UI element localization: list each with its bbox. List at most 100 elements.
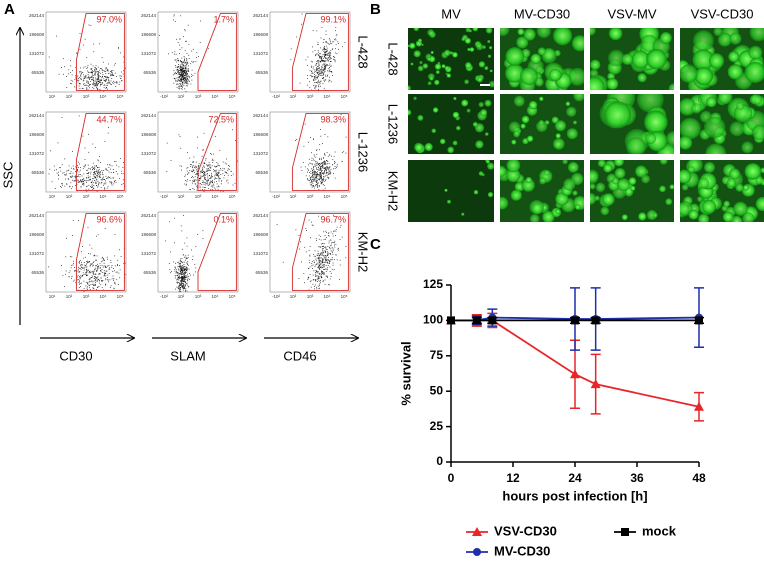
event-dot bbox=[111, 184, 113, 186]
event-dot bbox=[107, 69, 109, 70]
event-dot bbox=[217, 176, 219, 177]
event-dot bbox=[90, 284, 92, 285]
event-dot bbox=[191, 50, 193, 52]
event-dot bbox=[314, 71, 315, 73]
event-dot bbox=[313, 138, 314, 140]
event-dot bbox=[317, 250, 319, 252]
event-dot bbox=[206, 183, 208, 184]
event-dot bbox=[323, 71, 325, 73]
event-dot bbox=[184, 285, 186, 286]
event-dot bbox=[327, 54, 328, 56]
event-dot bbox=[183, 274, 185, 276]
y-tick-label: 131072 bbox=[141, 51, 157, 56]
event-dot bbox=[327, 70, 328, 72]
x-tick-label: 10³ bbox=[83, 194, 90, 199]
event-dot bbox=[329, 51, 330, 53]
event-dot bbox=[324, 47, 325, 49]
event-dot bbox=[82, 184, 83, 185]
cell bbox=[477, 76, 483, 83]
event-dot bbox=[327, 155, 329, 157]
event-dot bbox=[315, 161, 316, 163]
event-dot bbox=[224, 162, 226, 164]
event-dot bbox=[121, 170, 123, 172]
event-dot bbox=[82, 135, 84, 137]
cell bbox=[621, 53, 634, 65]
event-dot bbox=[64, 174, 65, 176]
event-dot bbox=[202, 169, 204, 171]
event-dot bbox=[186, 237, 188, 239]
cell bbox=[447, 199, 451, 204]
event-dot bbox=[323, 177, 324, 179]
event-dot bbox=[185, 81, 187, 83]
event-dot bbox=[320, 267, 321, 268]
event-dot bbox=[330, 231, 332, 233]
event-dot bbox=[99, 176, 101, 178]
event-dot bbox=[178, 72, 180, 74]
event-dot bbox=[327, 176, 328, 178]
event-dot bbox=[179, 260, 181, 262]
event-dot bbox=[90, 178, 91, 180]
micrograph bbox=[500, 28, 584, 90]
event-dot bbox=[92, 166, 93, 168]
event-dot bbox=[312, 173, 314, 175]
event-dot bbox=[184, 77, 186, 79]
event-dot bbox=[68, 73, 70, 75]
event-dot bbox=[322, 165, 324, 167]
event-dot bbox=[304, 282, 305, 284]
event-dot bbox=[204, 177, 205, 179]
event-dot bbox=[327, 64, 328, 66]
event-dot bbox=[331, 71, 333, 72]
event-dot bbox=[208, 164, 209, 166]
event-dot bbox=[184, 281, 185, 282]
event-dot bbox=[323, 172, 324, 174]
event-dot bbox=[322, 259, 323, 261]
event-dot bbox=[71, 74, 73, 76]
event-dot bbox=[191, 170, 192, 172]
event-dot bbox=[309, 175, 311, 177]
event-dot bbox=[94, 276, 96, 278]
event-dot bbox=[326, 41, 327, 43]
event-dot bbox=[80, 79, 82, 80]
event-dot bbox=[318, 83, 320, 85]
event-dot bbox=[83, 262, 85, 263]
cell bbox=[520, 67, 538, 86]
event-dot bbox=[177, 282, 178, 284]
event-dot bbox=[100, 80, 102, 82]
event-dot bbox=[61, 164, 63, 166]
event-dot bbox=[204, 174, 206, 176]
event-dot bbox=[88, 184, 90, 186]
event-dot bbox=[183, 78, 185, 80]
event-dot bbox=[322, 245, 324, 247]
cell bbox=[478, 61, 486, 68]
event-dot bbox=[113, 177, 114, 179]
event-dot bbox=[324, 171, 325, 173]
cell bbox=[563, 178, 576, 191]
event-dot bbox=[311, 72, 313, 74]
event-dot bbox=[82, 275, 83, 276]
event-dot bbox=[336, 34, 338, 35]
event-dot bbox=[182, 278, 184, 280]
event-dot bbox=[328, 57, 329, 58]
event-dot bbox=[219, 178, 221, 180]
event-dot bbox=[204, 163, 205, 164]
x-tick-label: 0 bbox=[448, 471, 455, 485]
event-dot bbox=[330, 71, 332, 72]
event-dot bbox=[311, 163, 313, 164]
event-dot bbox=[171, 271, 172, 272]
cell bbox=[476, 43, 484, 51]
event-dot bbox=[320, 169, 321, 171]
event-dot bbox=[316, 272, 318, 274]
event-dot bbox=[179, 85, 181, 87]
event-dot bbox=[322, 49, 323, 51]
event-dot bbox=[316, 270, 317, 272]
cell bbox=[528, 100, 538, 110]
event-dot bbox=[218, 180, 220, 182]
event-dot bbox=[317, 66, 319, 68]
event-dot bbox=[185, 69, 187, 70]
event-dot bbox=[93, 264, 94, 266]
event-dot bbox=[322, 253, 324, 255]
event-dot bbox=[123, 61, 125, 63]
event-dot bbox=[78, 282, 80, 283]
event-dot bbox=[107, 265, 108, 267]
event-dot bbox=[333, 269, 335, 270]
